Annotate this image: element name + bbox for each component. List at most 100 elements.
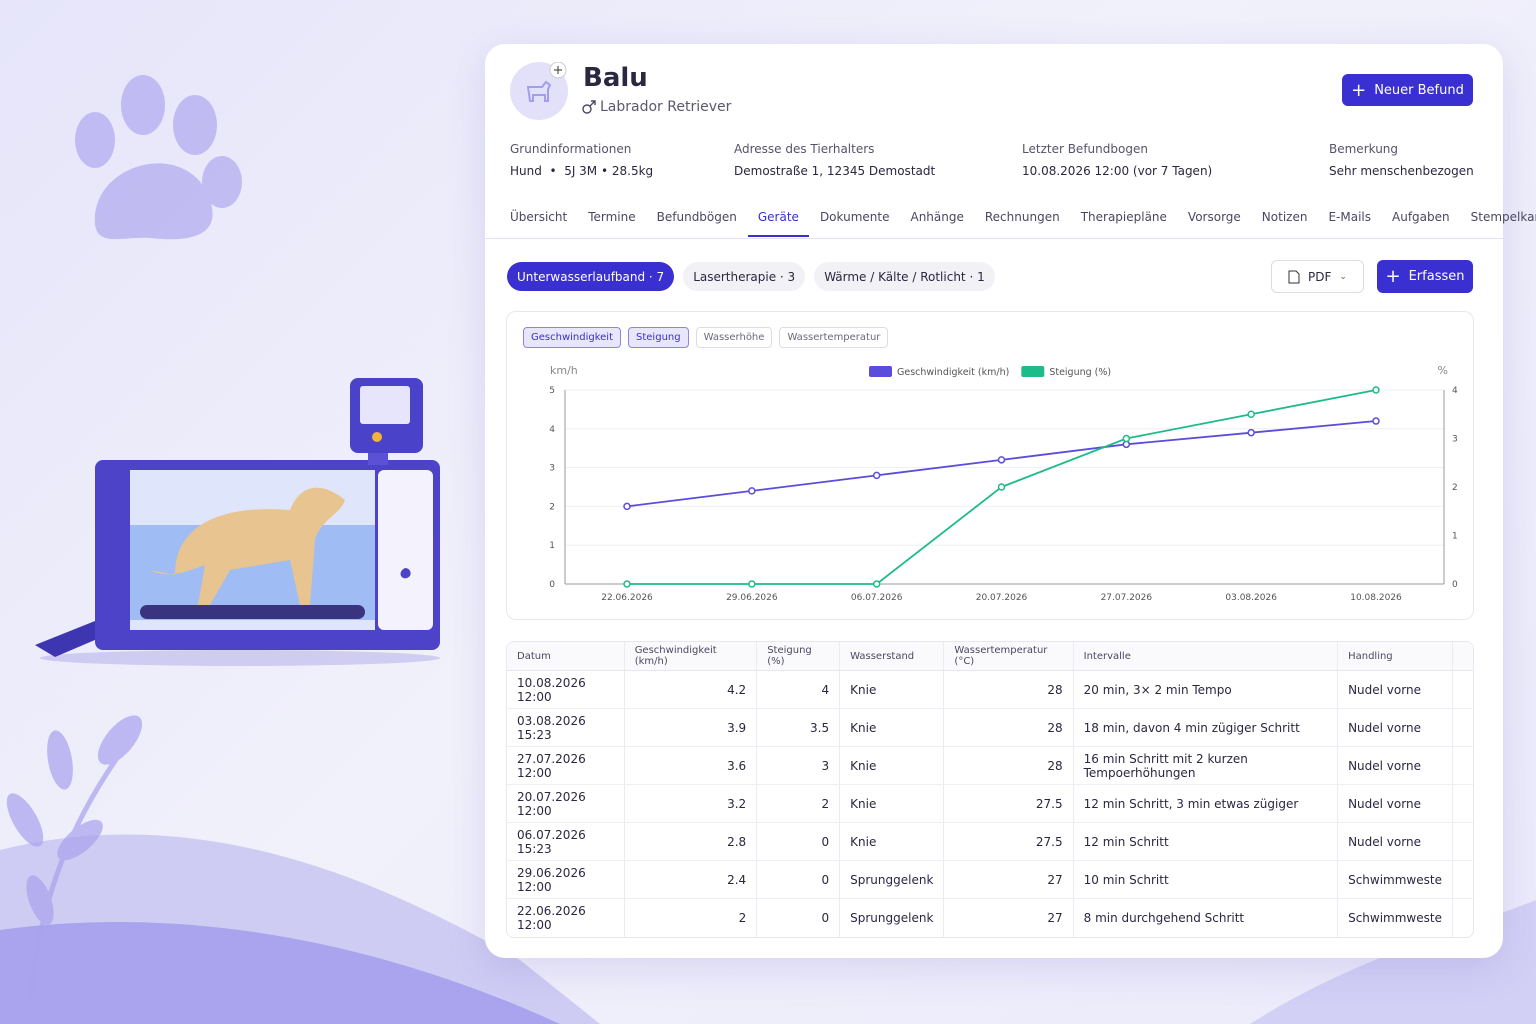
tab[interactable]: Vorsorge	[1187, 210, 1241, 224]
tab[interactable]: Übersicht	[510, 210, 568, 224]
tab[interactable]: Dokumente	[819, 210, 890, 224]
table-cell-spacer	[1453, 785, 1473, 823]
table-cell: 28	[944, 709, 1074, 747]
column-header: Wasserstand	[840, 642, 945, 671]
avatar-icon	[526, 61, 567, 102]
pdf-label: PDF	[1308, 269, 1332, 284]
data-point	[997, 483, 1006, 491]
table-cell: 10 min Schritt	[1073, 861, 1339, 899]
column-header: Wassertemperatur (°C)	[944, 642, 1074, 671]
table-cell: 20 min, 3× 2 min Tempo	[1073, 671, 1339, 709]
table-cell: 27.07.2026 12:00	[507, 747, 625, 785]
y-tick-label: 2	[549, 502, 555, 512]
tab[interactable]: Befundbögen	[656, 210, 737, 224]
tab[interactable]: Anhänge	[910, 210, 964, 224]
table-cell: 27	[944, 861, 1074, 899]
chart-toggle[interactable]: Geschwindigkeit	[523, 327, 622, 348]
data-table: Datum Geschwindigkeit (km/h) Steigung (%) W…	[506, 641, 1474, 938]
info-label: Letzter Befundbogen	[1022, 142, 1148, 156]
pdf-button[interactable]: PDF ⌄	[1271, 260, 1364, 293]
table-row: 29.06.2026 12:00 2.4 0 Sprunggelenk 27 10 min…	[507, 861, 1473, 899]
table-cell-spacer	[1453, 861, 1473, 899]
table-cell: Nudel vorne	[1338, 823, 1453, 861]
y-tick-label: 5	[549, 386, 555, 396]
y2-tick-label: 3	[1452, 435, 1458, 445]
info-label: Adresse des Tierhalters	[734, 142, 875, 156]
table-cell: Sprunggelenk	[840, 899, 945, 937]
x-tick-label: 29.06.2026	[726, 593, 778, 603]
table-cell: 0	[757, 899, 841, 937]
tab[interactable]: Geräte	[747, 210, 809, 237]
device-pill[interactable]: Wärme / Kälte / Rotlicht · 1	[814, 262, 995, 291]
table-cell: 0	[757, 861, 841, 899]
table-row: 06.07.2026 15:23 2.8 0 Knie 27.5 12 min Schri…	[507, 823, 1473, 861]
table-cell: 3	[757, 747, 841, 785]
table-cell: 28	[944, 671, 1074, 709]
y2-axis-title: %	[1438, 364, 1448, 377]
table-row: 03.08.2026 15:23 3.9 3.5 Knie 28 18 min, davo…	[507, 709, 1473, 747]
table-row: 22.06.2026 12:00 2 0 Sprunggelenk 27 8 min du…	[507, 899, 1473, 937]
new-finding-button[interactable]: + Neuer Befund	[1342, 74, 1473, 106]
divider	[485, 238, 1503, 239]
table-cell-spacer	[1453, 671, 1473, 709]
table-cell: Knie	[840, 823, 945, 861]
add-button[interactable]: + Erfassen	[1377, 260, 1473, 293]
x-tick-label: 03.08.2026	[1225, 593, 1277, 603]
add-label: Erfassen	[1408, 269, 1465, 284]
table-cell: 22.06.2026 12:00	[507, 899, 625, 937]
table-cell: Knie	[840, 671, 945, 709]
data-point	[872, 580, 881, 588]
table-cell: Nudel vorne	[1338, 785, 1453, 823]
chart-panel: Geschwindigkeit Steigung Wasserhöhe Wassert…	[506, 311, 1474, 620]
table-cell: Nudel vorne	[1338, 709, 1453, 747]
tab[interactable]: Therapiepläne	[1080, 210, 1167, 224]
x-tick-label: 27.07.2026	[1101, 593, 1153, 603]
table-cell: 3.9	[624, 709, 758, 747]
chart-toggle[interactable]: Steigung	[628, 327, 689, 348]
device-pill[interactable]: Unterwasserlaufband · 7	[507, 262, 675, 291]
table-cell: 27	[944, 899, 1074, 937]
patient-card: Balu Labrador Retriever + Neuer Befund Gr…	[485, 44, 1536, 958]
table-cell: 2.4	[624, 861, 758, 899]
table-cell: 12 min Schritt, 3 min etwas zügiger	[1073, 785, 1339, 823]
patient-name: Balu	[583, 63, 648, 93]
new-finding-label: Neuer Befund	[1374, 82, 1464, 98]
y-tick-label: 4	[549, 425, 555, 435]
legend-swatch	[1021, 366, 1045, 377]
table-cell: Nudel vorne	[1338, 671, 1453, 709]
chart-toggle[interactable]: Wasserhöhe	[695, 327, 773, 348]
tab[interactable]: Aufgaben	[1392, 210, 1450, 224]
avatar	[510, 61, 568, 120]
info-value: Hund • 5J 3M • 28.5kg	[510, 164, 654, 178]
data-point	[872, 471, 881, 480]
table-cell: 0	[757, 823, 841, 861]
info-value: Demostraße 1, 12345 Demostadt	[734, 164, 936, 178]
table-header: Datum Geschwindigkeit (km/h) Steigung (%) W…	[507, 642, 1473, 671]
y-tick-label: 3	[549, 464, 555, 474]
table-cell: 29.06.2026 12:00	[507, 861, 625, 899]
table-cell: 20.07.2026 12:00	[507, 785, 625, 823]
x-tick-label: 06.07.2026	[851, 593, 903, 603]
column-header: Handling	[1338, 642, 1453, 671]
table-cell: 3.6	[624, 747, 758, 785]
info-label: Grundinformationen	[510, 142, 632, 156]
table-cell-spacer	[1453, 709, 1473, 747]
data-point	[623, 502, 631, 511]
tab[interactable]: Termine	[588, 210, 636, 224]
tab[interactable]: E-Mails	[1328, 210, 1371, 224]
table-body: 10.08.2026 12:00 4.2 4 Knie 28 20 min, 3× 2 m…	[507, 671, 1473, 937]
data-point	[997, 456, 1006, 464]
tab[interactable]: Stempelkarte	[1470, 210, 1536, 224]
table-cell: 16 min Schritt mit 2 kurzen Tempoerhöhun…	[1073, 747, 1339, 785]
table-cell-spacer	[1453, 899, 1473, 937]
table-cell: 18 min, davon 4 min zügiger Schritt	[1073, 709, 1339, 747]
table-cell: 3.2	[624, 785, 758, 823]
chart-toggle[interactable]: Wassertemperatur	[779, 327, 889, 348]
device-pill[interactable]: Lasertherapie · 3	[683, 262, 806, 291]
tab[interactable]: Rechnungen	[984, 210, 1060, 224]
column-header: Datum	[507, 642, 625, 671]
tab[interactable]: Notizen	[1261, 210, 1308, 224]
chart-toggles: Geschwindigkeit Steigung Wasserhöhe Wassert…	[523, 327, 889, 348]
